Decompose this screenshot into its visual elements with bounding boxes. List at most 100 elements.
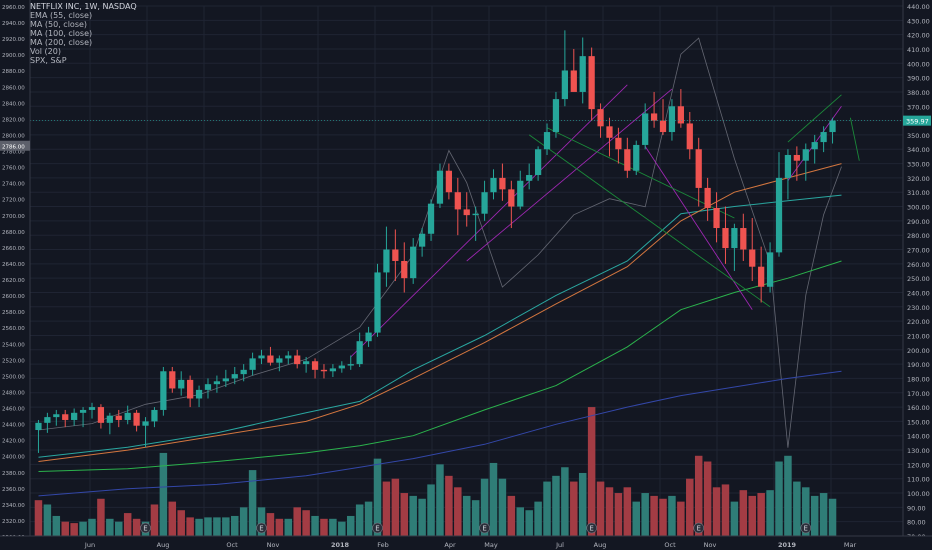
candle-body <box>71 412 78 420</box>
earnings-marker <box>693 522 705 534</box>
candle-body <box>44 417 51 423</box>
candle-body <box>552 99 560 133</box>
volume-bar <box>61 521 69 536</box>
candle-body <box>178 379 185 389</box>
volume-bar <box>43 504 52 536</box>
price-tick-label: 370.00 <box>907 103 930 111</box>
candle-body <box>454 192 461 210</box>
volume-bar <box>436 464 444 536</box>
volume-bar <box>498 478 507 536</box>
volume-bar <box>757 493 765 536</box>
candle-body <box>633 144 640 171</box>
earnings-marker-label: E <box>143 525 147 533</box>
candle-body <box>713 207 720 229</box>
candle-body <box>88 407 96 410</box>
volume-bar <box>819 493 828 536</box>
volume-bar <box>159 452 168 536</box>
volume-bar <box>534 501 542 536</box>
earnings-marker <box>140 522 151 534</box>
candle-body <box>427 203 435 234</box>
candle-body <box>311 361 319 370</box>
time-tick-label: Jul <box>555 541 564 549</box>
candle-body <box>195 389 203 399</box>
earnings-marker-label: E <box>482 525 486 533</box>
price-tick-label: 300.00 <box>907 204 930 212</box>
candle-body <box>499 177 506 190</box>
candle-body <box>356 341 363 365</box>
price-tick-label: 330.00 <box>907 161 930 169</box>
volume-bar <box>204 517 212 536</box>
price-tick-label: 270.00 <box>907 247 930 255</box>
candle-body <box>472 213 479 216</box>
legend-ma50: MA (50, close) <box>30 20 88 29</box>
candle-body <box>365 332 372 342</box>
candle-body <box>106 415 113 423</box>
earnings-marker <box>479 522 490 534</box>
candle-body <box>659 120 667 133</box>
candle-body <box>526 175 533 181</box>
candle-body <box>401 260 408 279</box>
volume-bar <box>659 498 667 536</box>
candle-body <box>62 414 69 420</box>
spx-tick-label: 2880.00 <box>2 69 25 75</box>
candle-body <box>249 358 256 370</box>
volume-bar <box>373 458 382 536</box>
price-tick-label: 120.00 <box>907 461 930 469</box>
volume-bar <box>248 470 257 536</box>
volume-bar <box>445 475 453 536</box>
volume-bar <box>525 510 533 536</box>
candle-body <box>534 149 542 176</box>
candle-body <box>615 137 622 150</box>
volume-bar <box>703 461 712 536</box>
spx-tick-label: 2720.00 <box>2 198 25 204</box>
candle-body <box>79 409 87 413</box>
candle-body <box>169 371 176 389</box>
volume-bar <box>784 455 792 536</box>
candle-body <box>749 249 756 267</box>
time-tick-label: Oct <box>226 541 238 549</box>
candle-body <box>294 355 301 365</box>
candle-body <box>53 414 60 418</box>
volume-bar <box>320 518 328 536</box>
volume-bar <box>106 518 114 536</box>
price-tick-label: 190.00 <box>907 361 930 369</box>
price-tick-label: 260.00 <box>907 261 930 269</box>
price-tick-label: 430.00 <box>907 17 930 25</box>
volume-bar <box>677 501 685 536</box>
volume-bar <box>382 481 391 536</box>
volume-bar <box>123 513 132 536</box>
volume-bar <box>686 478 694 536</box>
time-tick-label: Feb <box>377 541 389 549</box>
candle-body <box>588 56 595 110</box>
price-tick-label: 220.00 <box>907 318 930 326</box>
series-ma200 <box>38 370 842 497</box>
candle-body <box>133 412 140 426</box>
candle-body <box>35 422 42 430</box>
time-tick-label: Apr <box>444 541 456 549</box>
spx-tick-label: 2320.00 <box>2 519 25 525</box>
candle-body <box>695 149 702 188</box>
candle-body <box>142 421 149 426</box>
volume-bar <box>471 500 480 536</box>
candle-body <box>392 249 399 261</box>
earnings-marker-label: E <box>696 525 700 533</box>
time-tick-label: Oct <box>664 541 676 549</box>
spx-tick-label: 2560.00 <box>2 326 25 332</box>
spx-tick-label: 2760.00 <box>2 166 25 172</box>
earnings-marker <box>800 522 812 534</box>
spx-tick-label: 2480.00 <box>2 390 25 396</box>
volume-bar <box>516 507 525 536</box>
price-tick-label: 90.00 <box>907 504 926 512</box>
volume-bar <box>552 475 560 536</box>
price-tick-label: 170.00 <box>907 390 930 398</box>
candle-body <box>338 365 345 369</box>
candle-body <box>124 412 131 420</box>
price-tick-label: 150.00 <box>907 418 930 426</box>
series-ma100 <box>38 260 842 472</box>
candle-body <box>320 369 328 372</box>
candle-body <box>231 374 238 379</box>
spx-last-badge <box>0 140 30 151</box>
spx-tick-label: 2520.00 <box>2 358 25 364</box>
volume-bar <box>355 504 364 536</box>
